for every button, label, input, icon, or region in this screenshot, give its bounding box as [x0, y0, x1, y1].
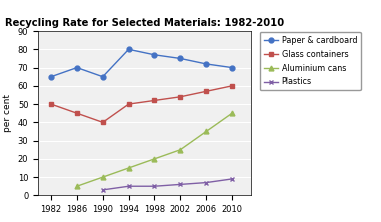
Paper & cardboard: [126, 48, 131, 51]
Plastics: [230, 178, 234, 180]
Line: Paper & cardboard: Paper & cardboard: [49, 47, 234, 79]
Aluminium cans: [204, 130, 208, 133]
Aluminium cans: [75, 185, 79, 188]
Line: Glass containers: Glass containers: [49, 83, 234, 125]
Line: Plastics: Plastics: [100, 176, 234, 192]
Plastics: [101, 188, 105, 191]
Glass containers: [126, 103, 131, 105]
Paper & cardboard: [49, 75, 53, 78]
Line: Aluminium cans: Aluminium cans: [74, 111, 234, 189]
Glass containers: [101, 121, 105, 124]
Plastics: [178, 183, 182, 186]
Paper & cardboard: [101, 75, 105, 78]
Y-axis label: per cent: per cent: [3, 94, 12, 132]
Aluminium cans: [101, 176, 105, 178]
Paper & cardboard: [230, 66, 234, 69]
Plastics: [126, 185, 131, 188]
Aluminium cans: [230, 112, 234, 115]
Glass containers: [178, 95, 182, 98]
Plastics: [204, 181, 208, 184]
Paper & cardboard: [204, 63, 208, 65]
Plastics: [152, 185, 157, 188]
Legend: Paper & cardboard, Glass containers, Aluminium cans, Plastics: Paper & cardboard, Glass containers, Alu…: [260, 32, 361, 90]
Aluminium cans: [178, 148, 182, 151]
Aluminium cans: [126, 167, 131, 169]
Glass containers: [49, 103, 53, 105]
Paper & cardboard: [75, 66, 79, 69]
Title: Recycling Rate for Selected Materials: 1982-2010: Recycling Rate for Selected Materials: 1…: [5, 18, 284, 28]
Paper & cardboard: [178, 57, 182, 60]
Aluminium cans: [152, 158, 157, 160]
Glass containers: [152, 99, 157, 102]
Glass containers: [75, 112, 79, 115]
Glass containers: [204, 90, 208, 93]
Glass containers: [230, 85, 234, 87]
Paper & cardboard: [152, 54, 157, 56]
